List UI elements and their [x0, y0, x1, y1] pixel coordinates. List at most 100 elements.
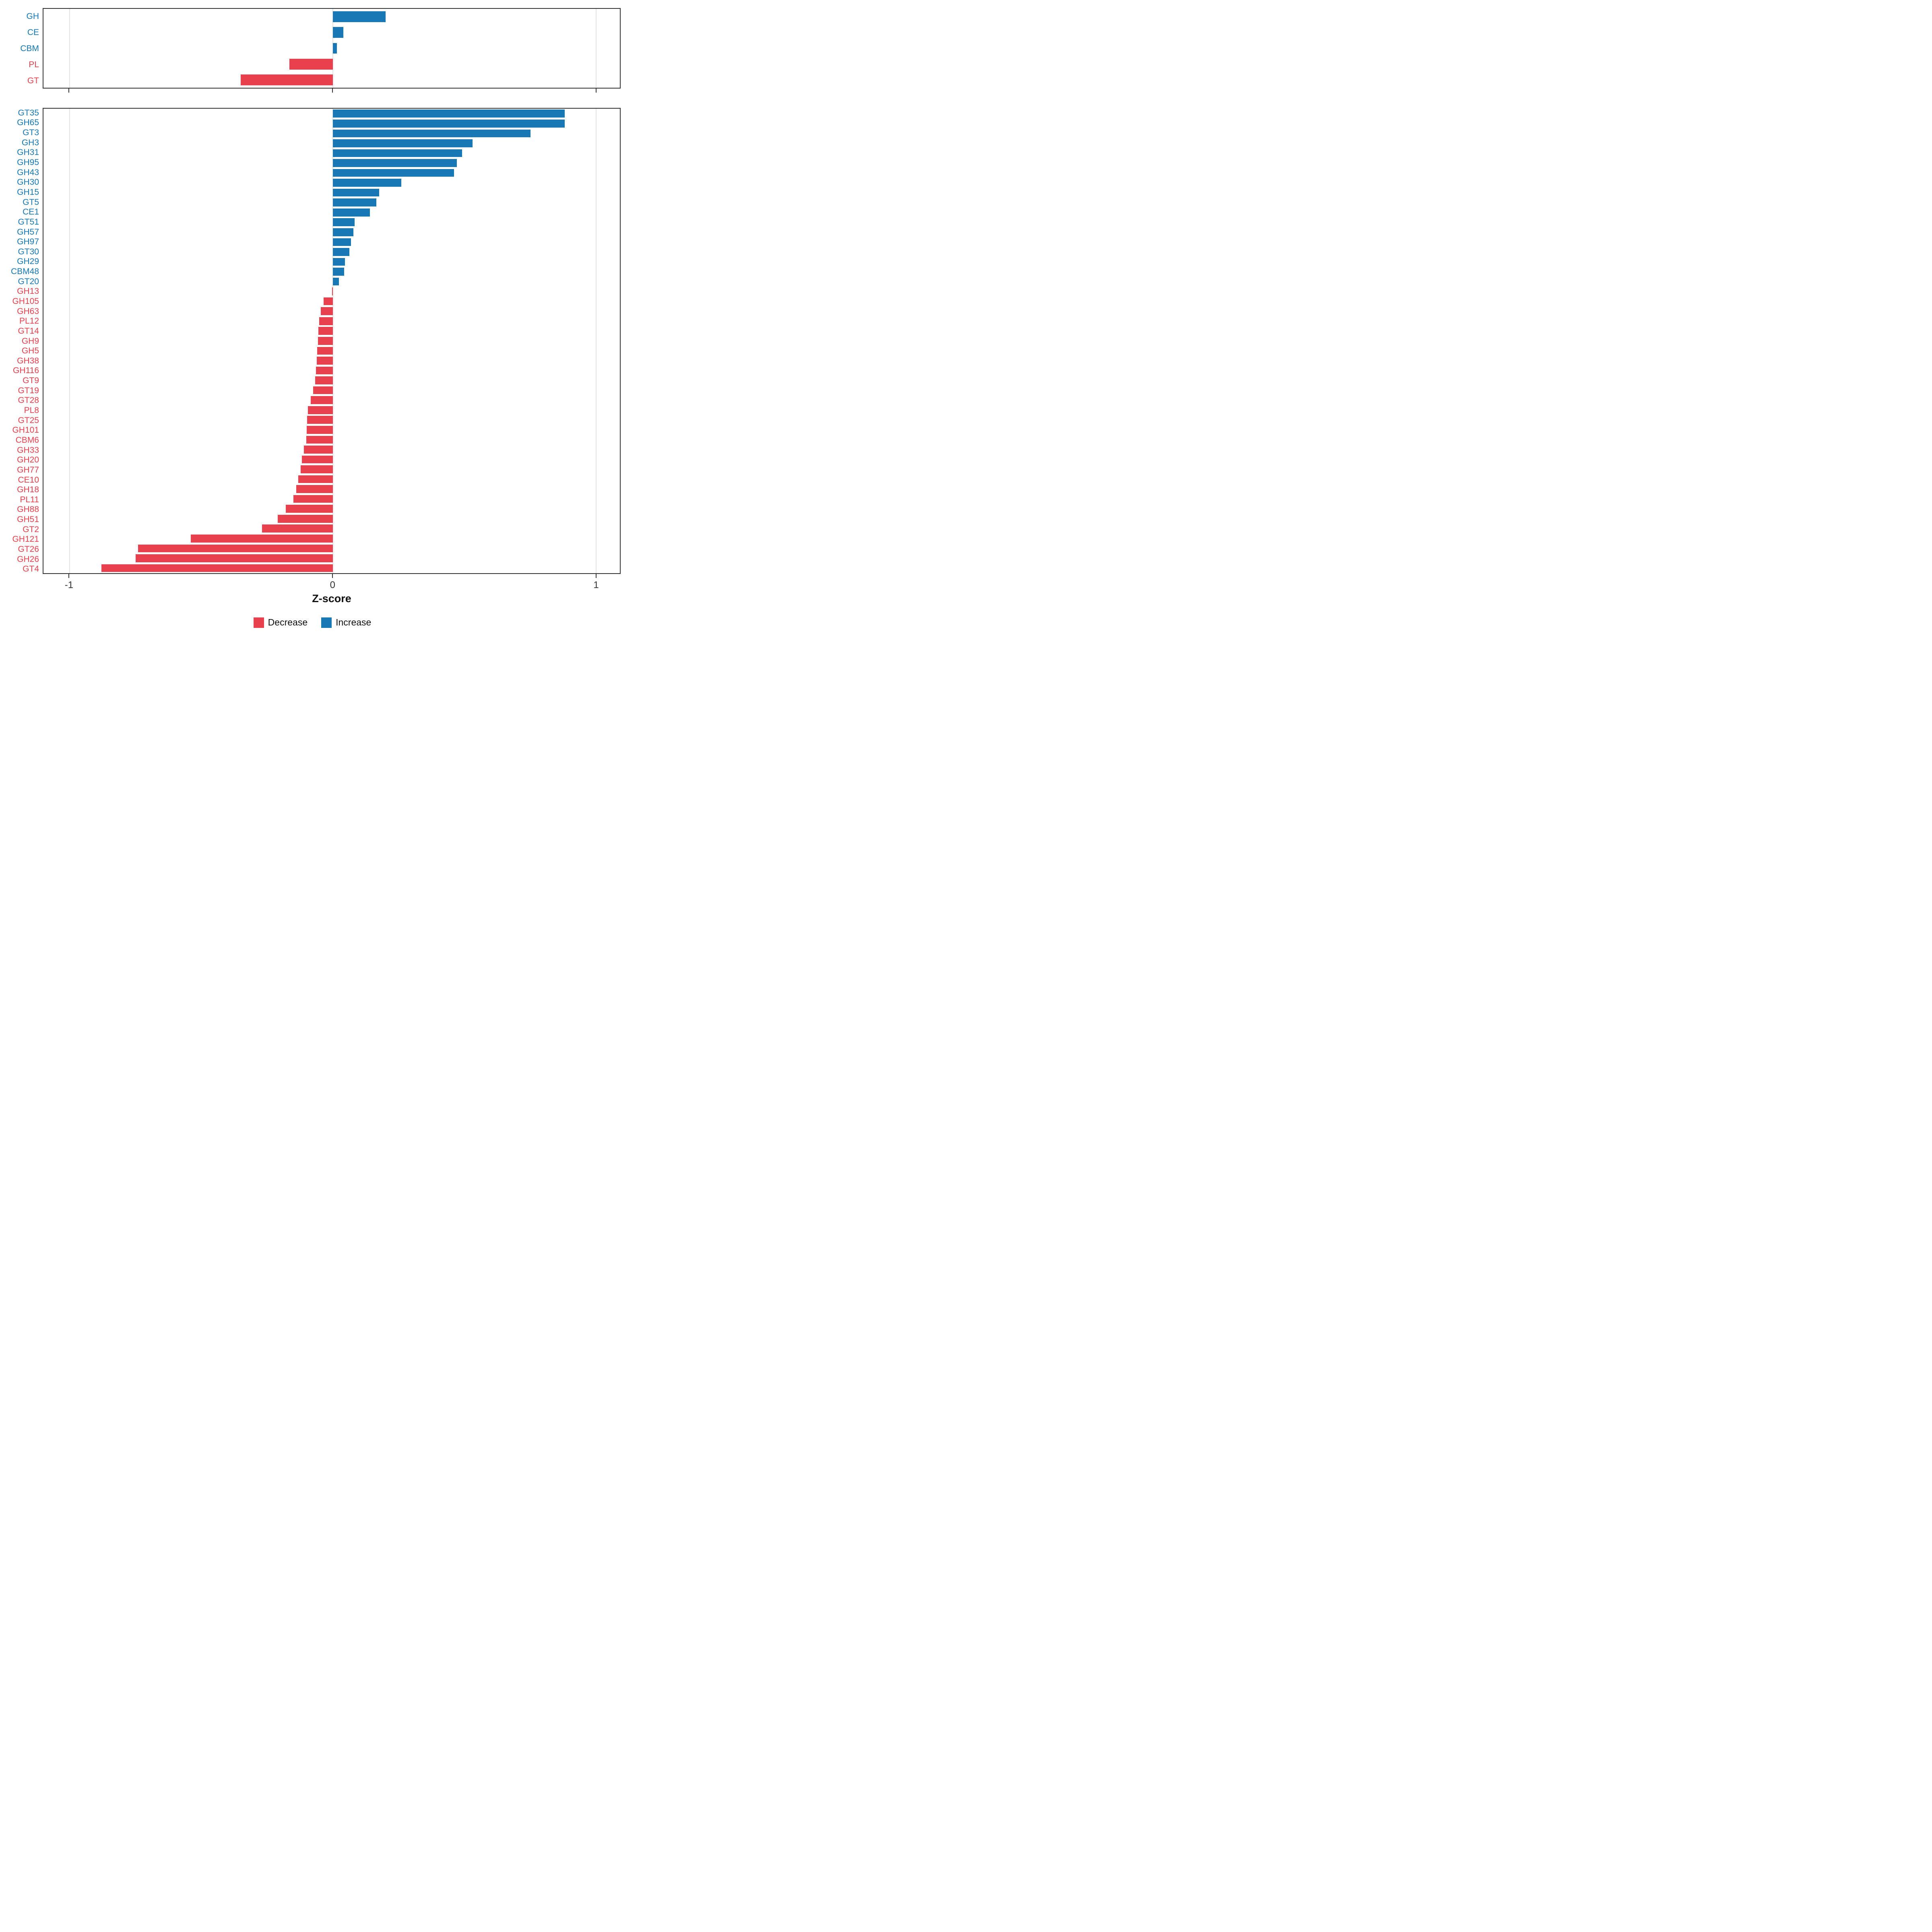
category-label: GH51 [17, 515, 39, 524]
bar-row [43, 376, 620, 386]
bar-row [43, 365, 620, 376]
bar [333, 179, 402, 187]
bar [332, 287, 333, 295]
bar-row [43, 563, 620, 573]
category-label: GH31 [17, 148, 39, 157]
category-label: GH13 [17, 287, 39, 296]
bar [316, 357, 333, 365]
bar [306, 436, 333, 444]
bar-row [43, 9, 620, 25]
x-axis-tick-label: -1 [64, 580, 74, 590]
category-label: GT5 [23, 197, 39, 207]
bar [333, 268, 344, 276]
bar-row [43, 287, 620, 297]
bar [333, 27, 344, 38]
family-panel-wrap: GT35 GH65 GT3 GH3 GH31 GH95 GH43 GH30 GH15 GT5 CE1… [4, 108, 621, 574]
bar-row [43, 138, 620, 149]
figure: GH CE CBM PL GT GT35 GH65 GT3 GH3 GH31 GH95 GH43 GH… [0, 0, 623, 634]
bar [333, 149, 462, 157]
grid-line [69, 9, 70, 88]
category-label: GH26 [17, 554, 39, 564]
bar-row [43, 445, 620, 455]
bar-row [43, 405, 620, 415]
bar-row [43, 534, 620, 544]
bar [101, 564, 333, 572]
grid-line [596, 109, 597, 573]
category-label: GH5 [21, 346, 39, 356]
bar-row [43, 346, 620, 356]
x-axis-tick-label: 0 [330, 580, 335, 590]
bar-row [43, 474, 620, 484]
bar-row [43, 524, 620, 534]
summary-panel-ticks [43, 89, 620, 93]
bar [315, 376, 333, 384]
bar [293, 495, 333, 503]
bar-row [43, 435, 620, 445]
category-label: GT51 [18, 217, 39, 227]
x-axis-title: Z-score [312, 592, 351, 605]
bar [319, 317, 333, 325]
grid-line [332, 109, 334, 573]
summary-panel-labels: GH CE CBM PL GT [4, 8, 43, 89]
bar [333, 208, 370, 217]
category-label: GT [27, 76, 39, 85]
axis-tick [332, 89, 333, 93]
bar-row [43, 109, 620, 119]
family-panel-ticks [43, 574, 620, 578]
bar-row [43, 227, 620, 237]
category-label: GH65 [17, 118, 39, 128]
bar-row [43, 198, 620, 208]
bar [307, 416, 333, 424]
bar [333, 188, 379, 197]
bar-row [43, 158, 620, 168]
category-label: GT20 [18, 277, 39, 286]
category-label: PL11 [20, 495, 39, 504]
bar-row [43, 267, 620, 277]
bar [304, 446, 333, 454]
category-label: CBM [20, 43, 39, 53]
bar [298, 475, 333, 483]
bar-row [43, 553, 620, 564]
bar [317, 347, 333, 355]
axis-tick [68, 574, 70, 578]
x-axis-tick-label: 1 [593, 580, 599, 590]
bar-row [43, 178, 620, 188]
axis-tick [68, 89, 70, 93]
category-label: GH9 [21, 336, 39, 346]
bar [302, 455, 333, 464]
category-label: GH3 [21, 138, 39, 147]
grid-line [596, 9, 597, 88]
bar-row [43, 128, 620, 138]
category-label: GT28 [18, 396, 39, 405]
x-axis-tick-labels: -1 0 1 [43, 578, 620, 591]
category-label: GT26 [18, 545, 39, 554]
category-label: GH38 [17, 356, 39, 365]
legend: Decrease Increase [4, 617, 621, 628]
bar-row [43, 247, 620, 257]
category-label: PL8 [24, 406, 39, 415]
bar-row [43, 464, 620, 475]
category-label: GH121 [12, 535, 39, 544]
bar [333, 169, 454, 177]
grid-line [69, 109, 70, 573]
category-label: CE [27, 27, 39, 37]
bar [333, 277, 339, 286]
bar [135, 554, 333, 562]
bar [296, 485, 333, 493]
bar-row [43, 296, 620, 306]
bar [321, 307, 333, 316]
category-label: GT4 [23, 564, 39, 574]
category-label: PL [29, 60, 39, 69]
bar-row [43, 336, 620, 346]
bar [324, 297, 333, 305]
bar [289, 58, 333, 70]
bar [333, 120, 565, 128]
category-label: GH105 [12, 296, 39, 306]
bar [333, 238, 351, 246]
bar [262, 524, 333, 533]
bar [310, 396, 333, 404]
bar-row [43, 514, 620, 524]
legend-item-increase: Increase [321, 617, 371, 628]
family-panel-labels: GT35 GH65 GT3 GH3 GH31 GH95 GH43 GH30 GH15 GT5 CE1… [4, 108, 43, 574]
bar [318, 337, 333, 345]
